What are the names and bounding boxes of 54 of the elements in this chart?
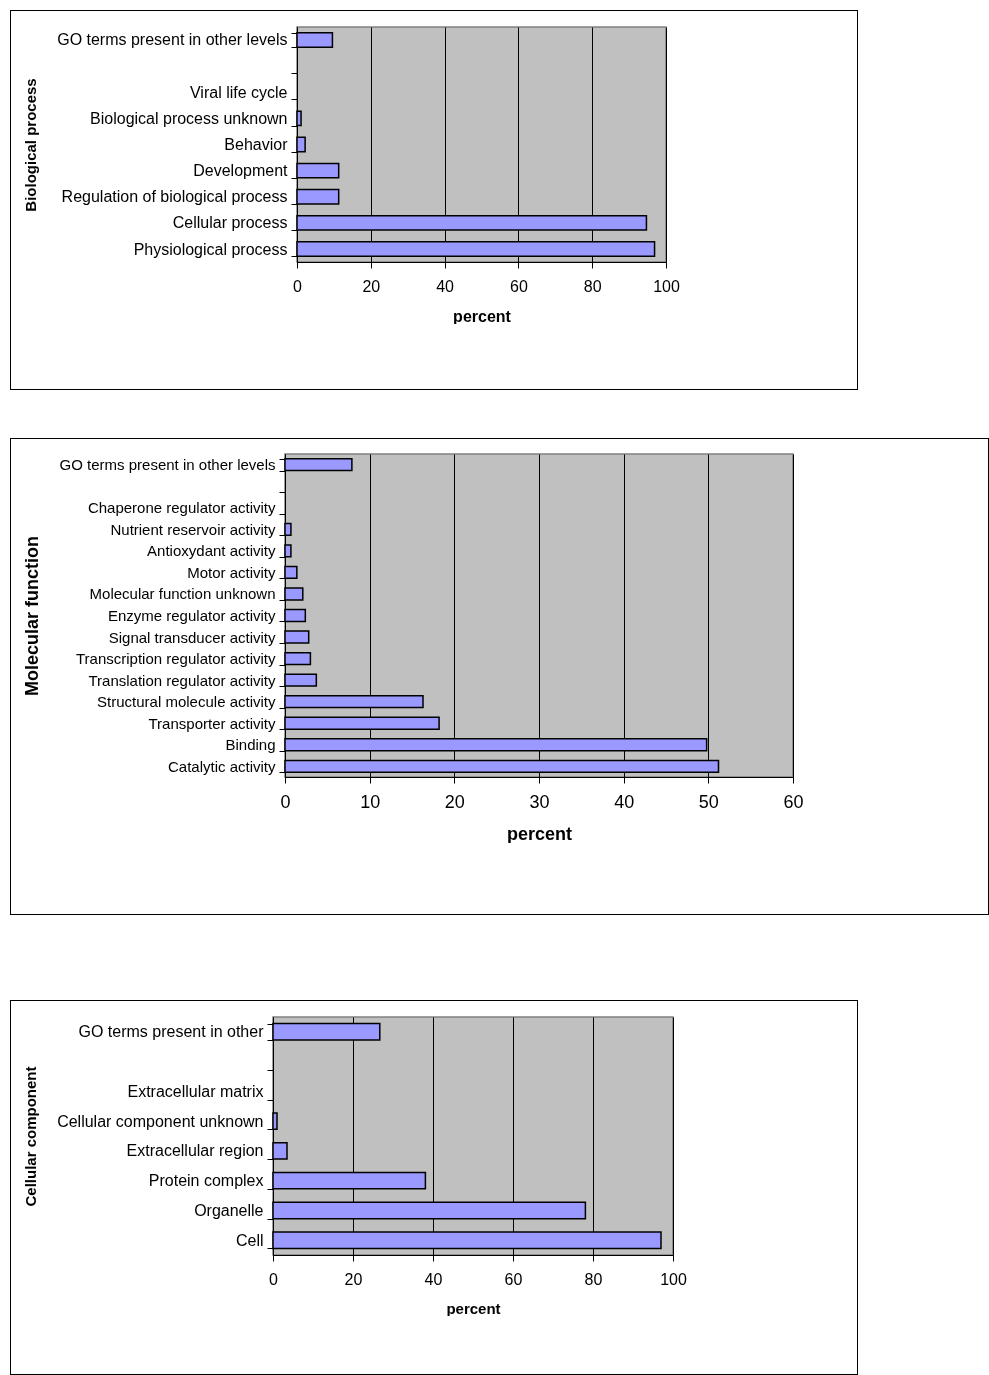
x-tick-label: 0 bbox=[280, 791, 291, 812]
x-tick-label: 80 bbox=[584, 1270, 603, 1288]
y-tick-label: Signal transducer activity bbox=[108, 628, 276, 646]
y-axis-title: Molecular function bbox=[21, 535, 42, 697]
y-tick-label: Cellular component unknown bbox=[57, 1112, 264, 1130]
y-tick-label: Viral life cycle bbox=[189, 83, 288, 101]
y-tick-label: Binding bbox=[225, 736, 276, 754]
y-tick-label: Nutrient reservoir activity bbox=[110, 520, 276, 538]
y-tick-label: Structural molecule activity bbox=[97, 693, 276, 711]
x-tick-label: 0 bbox=[269, 1270, 279, 1288]
x-tick-label: 50 bbox=[698, 791, 719, 812]
y-tick-label: Biological process unknown bbox=[90, 109, 288, 127]
x-tick-label: 20 bbox=[444, 791, 465, 812]
x-tick-label: 30 bbox=[529, 791, 550, 812]
y-tick-label: Behavior bbox=[224, 136, 289, 153]
x-tick-label: 60 bbox=[510, 277, 528, 295]
x-tick-label: 40 bbox=[424, 1270, 443, 1288]
x-tick-label: 10 bbox=[360, 791, 381, 812]
y-tick-label: Development bbox=[193, 162, 289, 180]
x-tick-label: 60 bbox=[504, 1270, 523, 1288]
y-tick-label: Cellular process bbox=[172, 214, 288, 232]
y-axis-title: Biological process bbox=[22, 78, 40, 212]
y-tick-label: Motor activity bbox=[187, 563, 276, 581]
x-tick-label: 60 bbox=[783, 791, 804, 812]
y-tick-label: Transporter activity bbox=[148, 714, 276, 732]
y-tick-label: Transcription regulator activity bbox=[75, 650, 276, 668]
y-tick-label: GO terms present in other bbox=[78, 1023, 265, 1041]
x-tick-label: 100 bbox=[653, 277, 680, 295]
y-tick-label: Physiological process bbox=[133, 240, 288, 258]
y-tick-label: GO terms present in other levels bbox=[59, 456, 276, 474]
y-tick-label: Chaperone regulator activity bbox=[87, 499, 276, 517]
x-tick-label: 40 bbox=[436, 277, 455, 295]
x-tick-label: 40 bbox=[614, 791, 635, 812]
y-tick-label: Cell bbox=[235, 1231, 264, 1249]
y-tick-label: Extracellular matrix bbox=[127, 1082, 264, 1100]
y-tick-label: Catalytic activity bbox=[167, 757, 276, 775]
y-tick-label: Extracellular region bbox=[126, 1142, 264, 1160]
y-tick-label: Protein complex bbox=[148, 1172, 264, 1190]
x-tick-label: 100 bbox=[660, 1270, 687, 1288]
y-axis-title: Cellular component bbox=[22, 1066, 40, 1207]
y-tick-label: Antioxydant activity bbox=[147, 542, 276, 560]
x-tick-label: 80 bbox=[583, 277, 602, 295]
y-tick-label: Regulation of biological process bbox=[61, 188, 288, 206]
x-axis-title: percent bbox=[446, 1299, 501, 1317]
x-tick-label: 20 bbox=[344, 1270, 363, 1288]
y-tick-label: Translation regulator activity bbox=[88, 671, 276, 689]
x-tick-label: 0 bbox=[293, 277, 303, 295]
x-axis-title: percent bbox=[453, 307, 512, 325]
y-tick-label: Organelle bbox=[194, 1201, 264, 1219]
y-tick-label: Enzyme regulator activity bbox=[107, 607, 276, 624]
y-tick-label: GO terms present in other levels bbox=[57, 31, 288, 49]
x-tick-label: 20 bbox=[362, 277, 381, 295]
y-tick-label: Molecular function unknown bbox=[89, 585, 276, 603]
x-axis-title: percent bbox=[506, 823, 573, 844]
